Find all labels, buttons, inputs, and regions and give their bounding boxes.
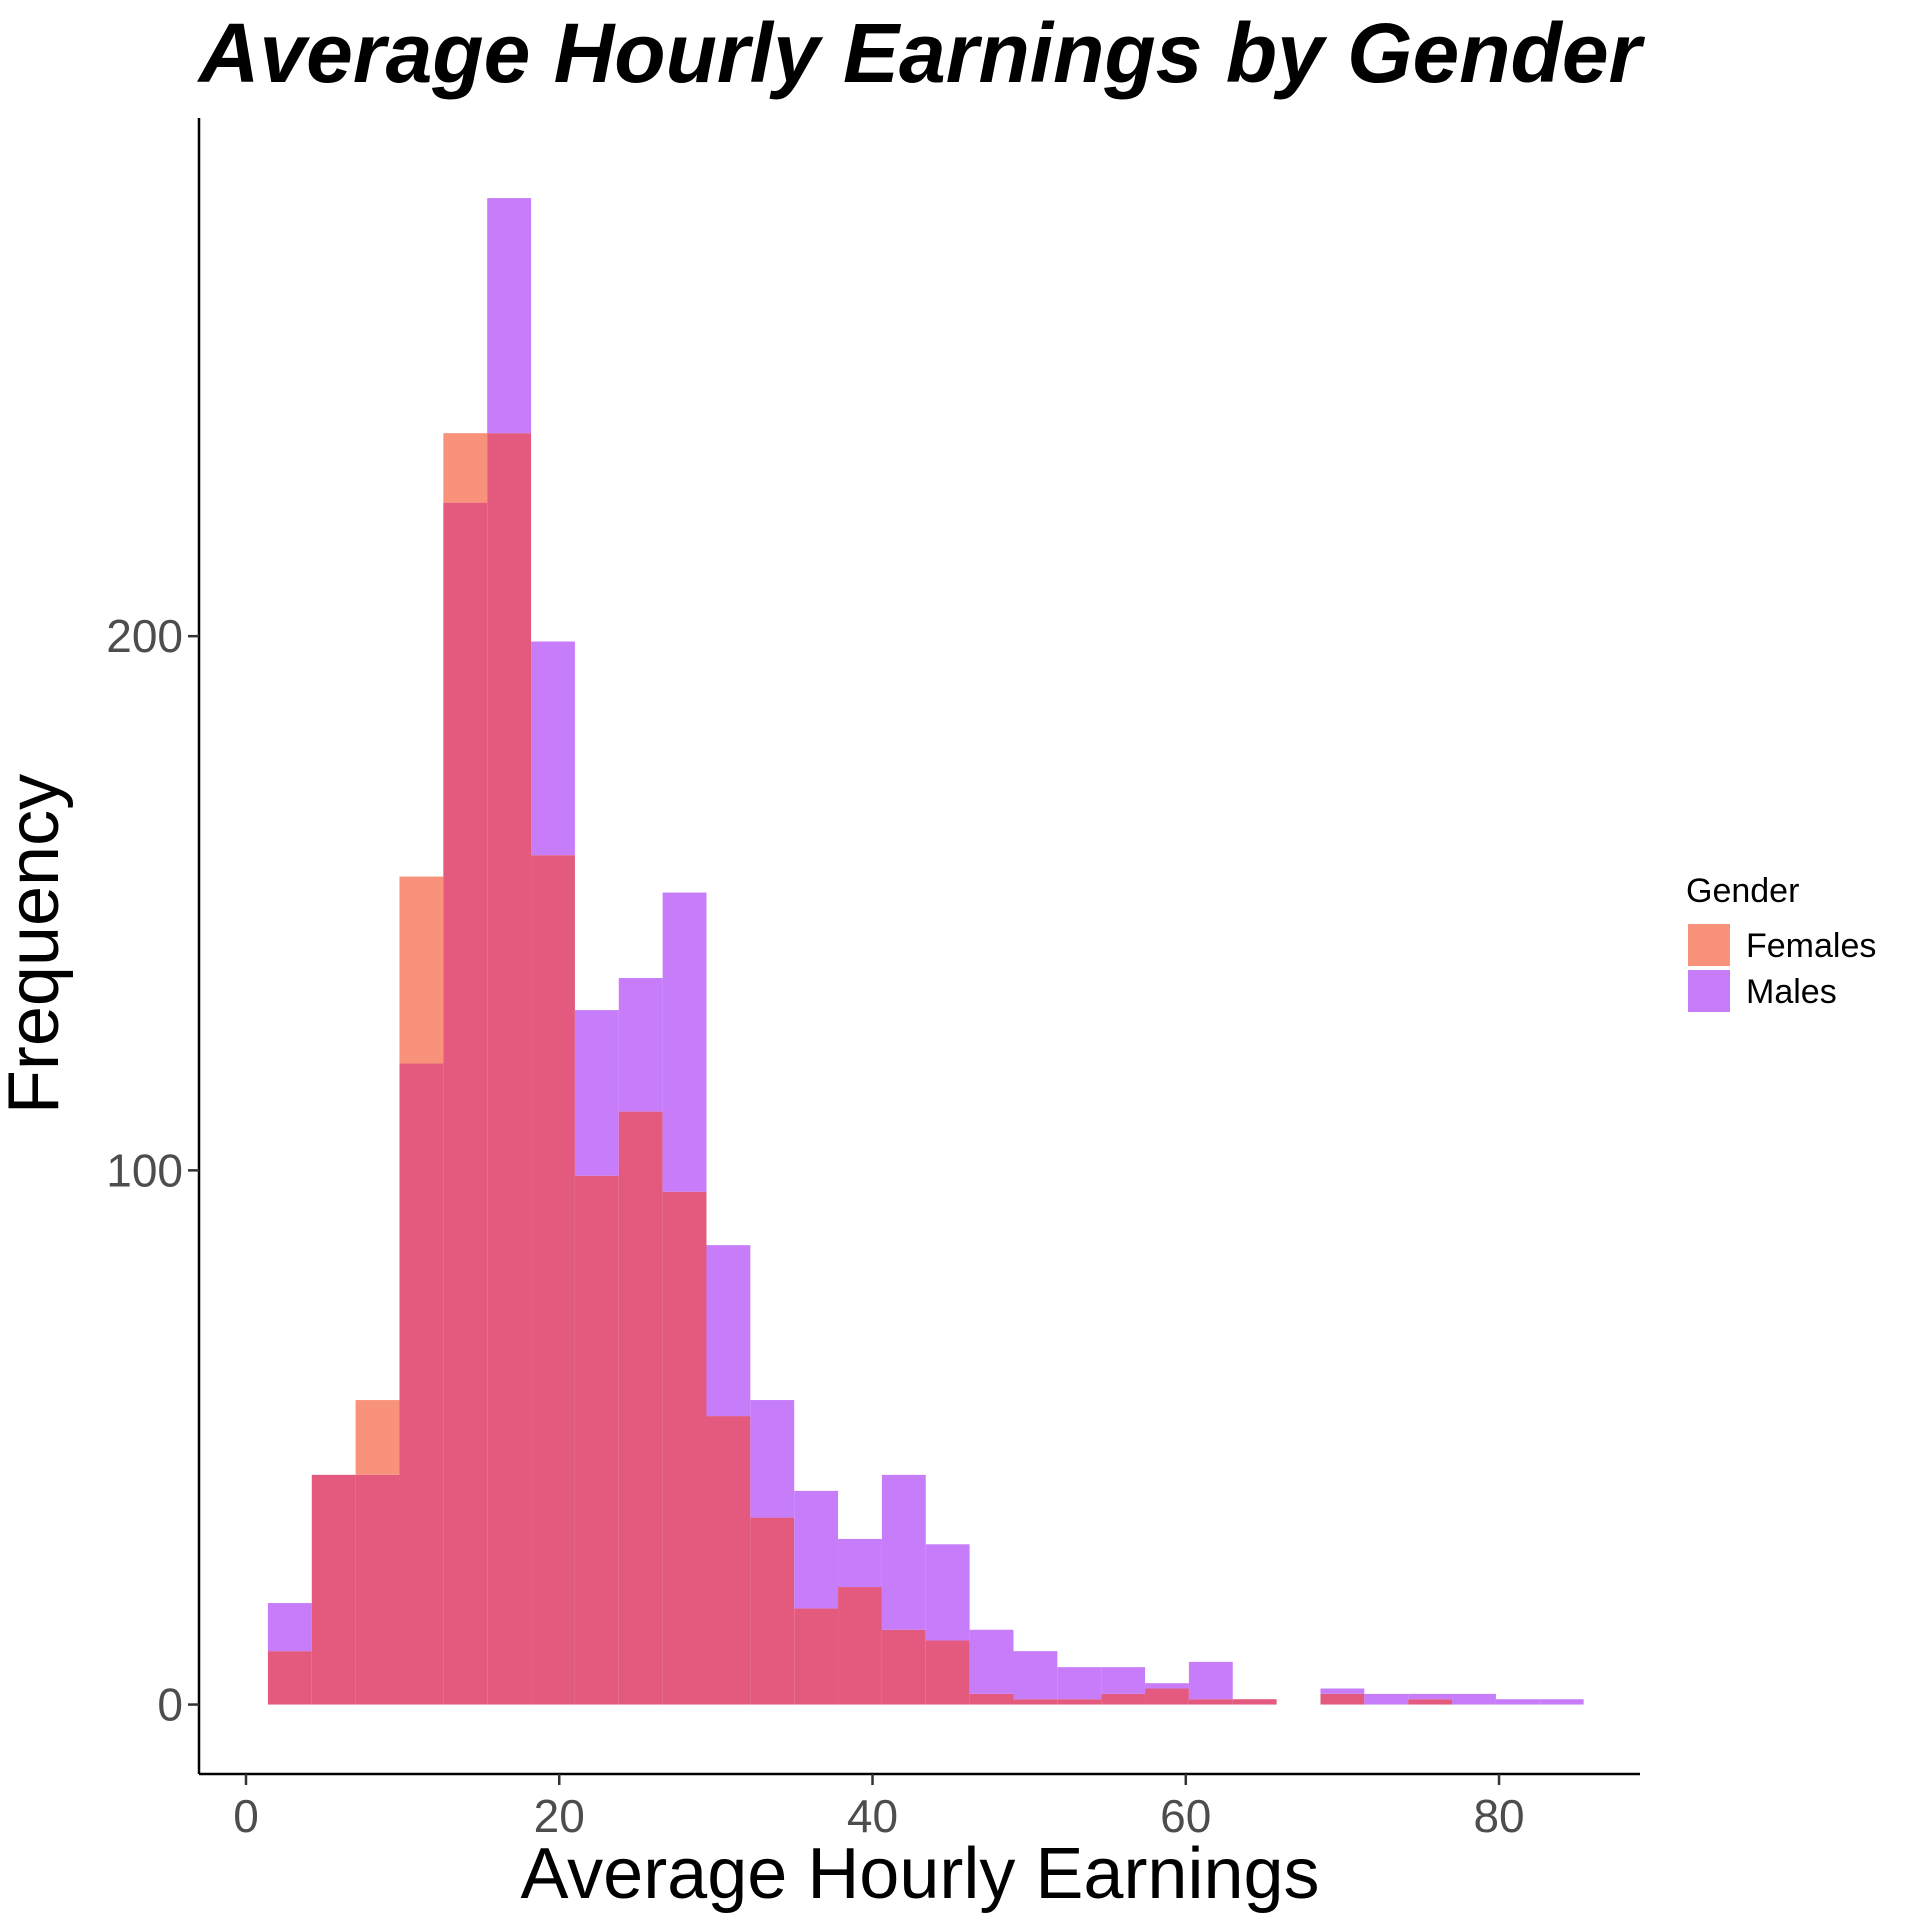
bar-overlap-10 — [706, 1416, 751, 1705]
bar-males-13 — [838, 1538, 882, 1588]
y-axis-label: Frequency — [0, 774, 74, 1114]
bar-overlap-20 — [1145, 1688, 1189, 1705]
x-tick-label-80: 80 — [1473, 1790, 1524, 1842]
legend-label-males: Males — [1746, 973, 1837, 1011]
legend-key-males — [1688, 970, 1730, 1012]
bar-overlap-13 — [838, 1587, 882, 1705]
bar-males-7 — [574, 1010, 619, 1176]
bar-males-11 — [750, 1400, 795, 1518]
y-tick-label-200: 200 — [106, 610, 183, 662]
bar-males-10 — [706, 1245, 751, 1417]
bar-overlap-24 — [1320, 1693, 1365, 1705]
bar-males-17 — [1013, 1651, 1058, 1700]
bar-males-5 — [487, 198, 532, 434]
bar-overlap-3 — [399, 1063, 444, 1705]
bar-males-6 — [531, 641, 575, 856]
x-tick-label-20: 20 — [534, 1790, 585, 1842]
bar-females-3 — [399, 876, 444, 1064]
bar-males-0 — [267, 1603, 312, 1652]
bar-overlap-21 — [1188, 1699, 1233, 1705]
bar-females-4 — [443, 433, 488, 503]
bar-overlap-18 — [1057, 1699, 1102, 1705]
bar-overlap-7 — [574, 1175, 619, 1705]
bar-overlap-15 — [925, 1640, 970, 1705]
bar-overlap-19 — [1101, 1693, 1146, 1705]
legend: Gender Females Males — [1686, 872, 1876, 1012]
legend-label-females: Females — [1746, 927, 1876, 965]
bar-overlap-6 — [531, 855, 575, 1705]
bar-overlap-16 — [969, 1693, 1014, 1705]
bar-overlap-22 — [1232, 1699, 1277, 1705]
bar-overlap-1 — [311, 1474, 356, 1705]
bar-males-25 — [1364, 1693, 1409, 1705]
y-tick-label-100: 100 — [106, 1144, 183, 1196]
bar-males-29 — [1539, 1699, 1584, 1705]
bar-males-15 — [925, 1544, 970, 1641]
bar-males-21 — [1188, 1661, 1233, 1700]
bar-males-28 — [1495, 1699, 1540, 1705]
bar-males-26 — [1408, 1693, 1453, 1700]
bar-overlap-4 — [443, 502, 488, 1705]
bar-females-2 — [355, 1400, 400, 1475]
bar-overlap-8 — [618, 1111, 663, 1705]
bar-overlap-5 — [487, 433, 532, 1705]
bar-overlap-0 — [267, 1651, 312, 1705]
bar-overlap-17 — [1013, 1699, 1058, 1705]
bar-males-19 — [1101, 1667, 1146, 1694]
bar-males-12 — [794, 1490, 839, 1609]
bar-males-8 — [618, 978, 663, 1112]
axes-layer — [197, 118, 1640, 1776]
bar-overlap-11 — [750, 1517, 795, 1705]
x-tick-label-40: 40 — [847, 1790, 898, 1842]
bar-males-16 — [969, 1629, 1014, 1694]
bar-overlap-2 — [355, 1474, 400, 1705]
bar-overlap-14 — [881, 1629, 926, 1705]
bar-males-18 — [1057, 1667, 1102, 1700]
ticks-layer: 0 20 40 60 80 0 100 200 — [106, 610, 1524, 1842]
bars-layer — [267, 198, 1584, 1705]
x-tick-label-0: 0 — [233, 1790, 259, 1842]
y-tick-label-0: 0 — [157, 1679, 183, 1731]
x-axis-label: Average Hourly Earnings — [520, 1834, 1319, 1914]
bar-males-14 — [881, 1474, 926, 1630]
legend-key-females — [1688, 924, 1730, 966]
bar-overlap-9 — [662, 1191, 707, 1705]
chart-title: Average Hourly Earnings by Gender — [197, 6, 1646, 100]
bar-males-9 — [662, 892, 707, 1192]
bar-overlap-12 — [794, 1608, 839, 1705]
bar-males-24 — [1320, 1688, 1365, 1694]
bar-males-27 — [1452, 1693, 1496, 1705]
legend-title: Gender — [1686, 872, 1799, 910]
bar-overlap-26 — [1408, 1699, 1453, 1705]
x-tick-label-60: 60 — [1160, 1790, 1211, 1842]
bar-males-20 — [1145, 1683, 1189, 1689]
